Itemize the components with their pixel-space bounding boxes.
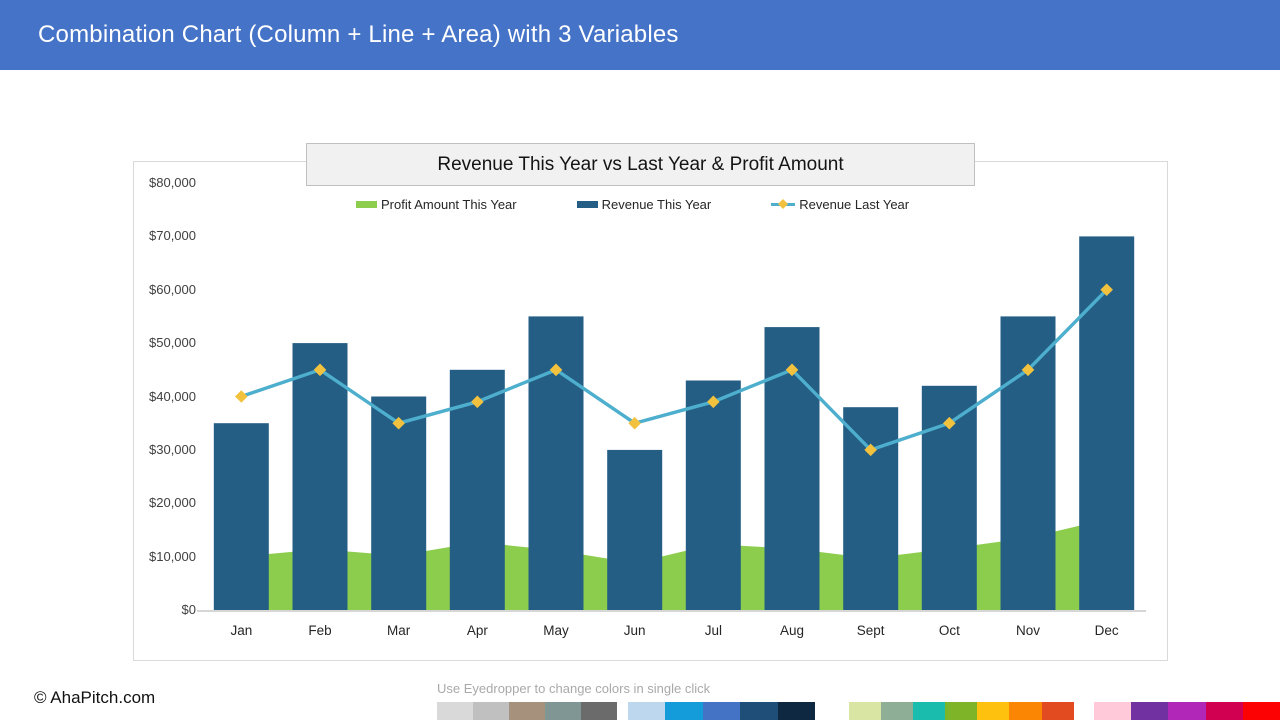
x-tick-label-Sept: Sept bbox=[856, 623, 885, 638]
color-swatch[interactable] bbox=[1131, 702, 1169, 720]
legend-label-revenue-this-year: Revenue This Year bbox=[601, 196, 712, 212]
marker-Aug[interactable] bbox=[785, 363, 799, 377]
y-tick-label: $0 bbox=[181, 602, 196, 617]
bar-Jan[interactable] bbox=[213, 423, 269, 610]
color-swatch[interactable] bbox=[1242, 702, 1280, 720]
color-swatch[interactable] bbox=[545, 702, 581, 720]
x-tick-label-Dec: Dec bbox=[1094, 623, 1119, 638]
bar-May[interactable] bbox=[528, 316, 584, 610]
marker-Jun[interactable] bbox=[628, 416, 641, 430]
x-tick-label-Jan: Jan bbox=[230, 623, 253, 638]
color-swatch[interactable] bbox=[881, 702, 914, 720]
color-swatch[interactable] bbox=[777, 702, 815, 720]
marker-Oct[interactable] bbox=[943, 416, 956, 430]
chart-plot[interactable] bbox=[202, 183, 1146, 610]
color-swatch[interactable] bbox=[740, 702, 778, 720]
color-swatch[interactable] bbox=[509, 702, 545, 720]
y-tick-label: $40,000 bbox=[149, 388, 196, 404]
swatch-group-3 bbox=[849, 702, 1074, 720]
color-swatch[interactable] bbox=[849, 702, 882, 720]
y-tick-label: $70,000 bbox=[149, 228, 196, 244]
color-swatch[interactable] bbox=[1168, 702, 1206, 720]
x-tick-label-Nov: Nov bbox=[1015, 623, 1041, 638]
marker-Mar[interactable] bbox=[392, 416, 405, 430]
x-tick-label-Aug: Aug bbox=[779, 623, 805, 638]
legend-area-swatch-icon bbox=[356, 200, 377, 208]
y-tick-label: $80,000 bbox=[149, 175, 196, 190]
marker-Jul[interactable] bbox=[707, 395, 720, 409]
bar-Nov[interactable] bbox=[1000, 316, 1056, 610]
legend-label-revenue-last-year: Revenue Last Year bbox=[799, 196, 910, 212]
bar-Jul[interactable] bbox=[685, 380, 741, 611]
color-swatch[interactable] bbox=[913, 702, 946, 720]
legend-item-profit-area[interactable]: Profit Amount This Year bbox=[356, 197, 517, 212]
legend-item-revenue-line[interactable]: Revenue Last Year bbox=[771, 197, 909, 212]
color-swatch[interactable] bbox=[1205, 702, 1243, 720]
y-tick-label: $20,000 bbox=[149, 495, 196, 511]
legend-label-profit: Profit Amount This Year bbox=[381, 196, 517, 212]
x-tick-label-Mar: Mar bbox=[387, 623, 411, 638]
bar-Jun[interactable] bbox=[607, 449, 663, 610]
line-series-last-year[interactable] bbox=[240, 288, 1108, 452]
marker-Feb[interactable] bbox=[313, 363, 327, 377]
swatch-group-2 bbox=[628, 702, 815, 720]
color-swatch[interactable] bbox=[1041, 702, 1074, 720]
color-swatch[interactable] bbox=[665, 702, 703, 720]
x-axis-line bbox=[197, 610, 1146, 612]
chart-title-box[interactable]: Revenue This Year vs Last Year & Profit … bbox=[306, 143, 975, 186]
bar-Apr[interactable] bbox=[449, 369, 505, 610]
color-swatch[interactable] bbox=[702, 702, 741, 720]
header-bar: Combination Chart (Column + Line + Area)… bbox=[0, 0, 1280, 70]
x-tick-label-Jun: Jun bbox=[623, 623, 646, 638]
copyright: © AhaPitch.com bbox=[34, 688, 156, 707]
x-tick-label-Oct: Oct bbox=[938, 623, 960, 638]
y-tick-label: $10,000 bbox=[149, 548, 196, 564]
marker-Apr[interactable] bbox=[471, 395, 484, 409]
chart-legend: Profit Amount This Year Revenue This Yea… bbox=[356, 195, 909, 213]
marker-Sept[interactable] bbox=[864, 443, 877, 457]
y-tick-label: $60,000 bbox=[149, 281, 196, 297]
marker-Dec[interactable] bbox=[1100, 283, 1113, 297]
chart-title: Revenue This Year vs Last Year & Profit … bbox=[437, 153, 844, 175]
color-swatch[interactable] bbox=[977, 702, 1010, 720]
color-swatch[interactable] bbox=[628, 702, 666, 720]
swatch-group-4 bbox=[1094, 702, 1280, 720]
bar-Sept[interactable] bbox=[843, 407, 899, 610]
legend-column-swatch-icon bbox=[576, 200, 598, 208]
bar-Mar[interactable] bbox=[371, 396, 427, 611]
bar-Dec[interactable] bbox=[1079, 236, 1135, 610]
bar-Feb[interactable] bbox=[292, 343, 348, 610]
swatch-strip bbox=[0, 702, 1280, 720]
eyedropper-hint: Use Eyedropper to change colors in singl… bbox=[437, 681, 711, 696]
color-swatch[interactable] bbox=[581, 702, 617, 720]
marker-Jan[interactable] bbox=[235, 390, 248, 403]
page-title: Combination Chart (Column + Line + Area)… bbox=[38, 21, 679, 48]
legend-item-revenue-column[interactable]: Revenue This Year bbox=[576, 196, 712, 212]
color-swatch[interactable] bbox=[1009, 702, 1042, 720]
legend-line-marker-icon bbox=[771, 199, 796, 209]
color-swatch[interactable] bbox=[437, 702, 473, 720]
x-tick-label-Apr: Apr bbox=[466, 623, 488, 638]
y-tick-label: $50,000 bbox=[149, 335, 196, 351]
area-series-profit[interactable] bbox=[241, 519, 1107, 610]
color-swatch[interactable] bbox=[473, 702, 509, 720]
x-tick-label-Jul: Jul bbox=[704, 623, 722, 638]
x-tick-label-May: May bbox=[543, 623, 569, 638]
color-swatch[interactable] bbox=[945, 702, 978, 720]
color-swatch[interactable] bbox=[1094, 702, 1132, 720]
swatch-group-1 bbox=[437, 702, 617, 720]
y-tick-label: $30,000 bbox=[149, 441, 196, 457]
x-tick-label-Feb: Feb bbox=[308, 623, 332, 638]
